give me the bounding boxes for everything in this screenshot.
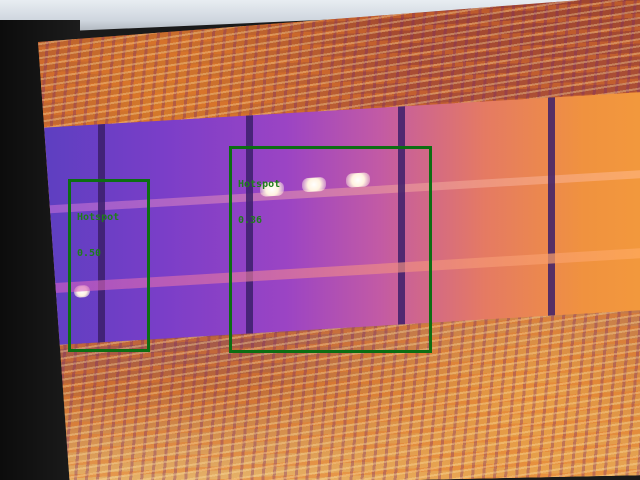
hotspot-label-text: Hotspot — [238, 179, 281, 190]
hotspot-label-text: Hotspot — [77, 212, 120, 223]
hotspot-label-1: Hotspot 0.50 — [77, 188, 119, 284]
hotspot-label-2: Hotspot 0.36 — [238, 155, 280, 251]
hotspot-box-2 — [229, 146, 432, 353]
hotspot-score: 0.36 — [238, 215, 263, 226]
hotspot-score: 0.50 — [77, 248, 102, 259]
hotspot-box-1 — [68, 179, 150, 352]
